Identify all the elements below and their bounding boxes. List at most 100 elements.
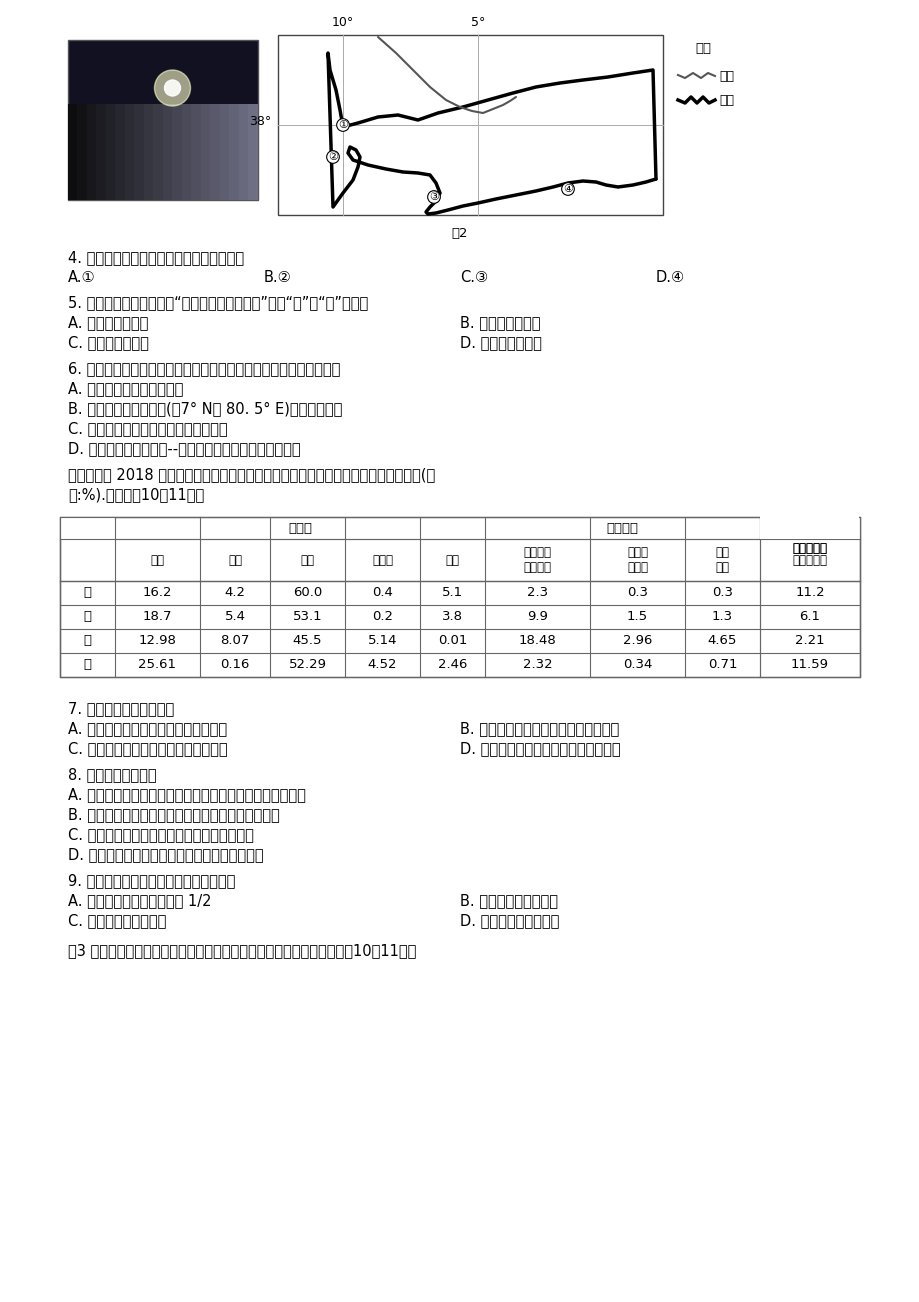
Text: 未利用土地: 未利用土地 xyxy=(791,543,826,556)
Text: A. 黑龙江省、北京市、浙江省、云南省: A. 黑龙江省、北京市、浙江省、云南省 xyxy=(68,721,227,736)
Text: 3.8: 3.8 xyxy=(441,611,462,624)
Bar xyxy=(182,104,191,201)
Text: 7. 四个省市对应正确的是: 7. 四个省市对应正确的是 xyxy=(68,700,174,716)
Bar xyxy=(68,40,257,201)
Text: 河流: 河流 xyxy=(719,69,733,82)
Text: 5.1: 5.1 xyxy=(441,586,462,599)
Bar xyxy=(60,517,859,677)
Text: 居民点及
工矿用地: 居民点及 工矿用地 xyxy=(523,546,550,574)
Circle shape xyxy=(154,70,190,105)
Text: 45.5: 45.5 xyxy=(292,634,322,647)
Text: 1.3: 1.3 xyxy=(711,611,732,624)
Text: 图2: 图2 xyxy=(451,227,468,240)
Text: 2.3: 2.3 xyxy=(527,586,548,599)
Bar xyxy=(106,104,116,201)
Bar xyxy=(229,104,239,201)
Text: 9. 根据表中信息推断，下列叙述正确的是: 9. 根据表中信息推断，下列叙述正确的是 xyxy=(68,874,235,888)
Text: 0.3: 0.3 xyxy=(711,586,732,599)
Text: 1.5: 1.5 xyxy=(626,611,647,624)
Text: 乙: 乙 xyxy=(84,611,91,624)
Text: ①: ① xyxy=(337,120,347,130)
Text: 牧草地: 牧草地 xyxy=(371,553,392,566)
Bar xyxy=(77,104,87,201)
Text: 5°: 5° xyxy=(471,16,484,29)
Text: A. 甲的园地面积大约是丙的 1/2: A. 甲的园地面积大约是丙的 1/2 xyxy=(68,893,211,907)
Text: D. 到新西兰旅游的小林--家正在新西兰南岛观看海上日出: D. 到新西兰旅游的小林--家正在新西兰南岛观看海上日出 xyxy=(68,441,301,456)
Text: 0.2: 0.2 xyxy=(371,611,392,624)
Text: 图例: 图例 xyxy=(694,42,710,55)
Text: A.①: A.① xyxy=(68,270,96,285)
Text: B. 乙未利用土地比重较小是因为地形平坦，平原广阔: B. 乙未利用土地比重较小是因为地形平坦，平原广阔 xyxy=(68,807,279,822)
Text: 甲: 甲 xyxy=(84,586,91,599)
Bar xyxy=(163,104,173,201)
Text: 9.9: 9.9 xyxy=(527,611,548,624)
Bar xyxy=(134,104,144,201)
Text: 4.2: 4.2 xyxy=(224,586,245,599)
Bar xyxy=(144,104,153,201)
Text: 图3 表示我国某地某日测量记录的到达地面的太阳辬射日变化。据此完戕10～11题。: 图3 表示我国某地某日测量记录的到达地面的太阳辬射日变化。据此完戕10～11题。 xyxy=(68,943,416,958)
Bar xyxy=(60,517,115,539)
Text: 8.07: 8.07 xyxy=(220,634,249,647)
Bar xyxy=(87,104,96,201)
Text: B. 非洲大陆印度洋: B. 非洲大陆印度洋 xyxy=(460,315,540,329)
Text: B.②: B.② xyxy=(264,270,291,285)
Text: 25.61: 25.61 xyxy=(139,659,176,672)
Bar xyxy=(96,104,106,201)
Text: 丙: 丙 xyxy=(84,634,91,647)
Text: 丁: 丁 xyxy=(84,659,91,672)
Text: 5.14: 5.14 xyxy=(368,634,397,647)
Text: 8. 下列说法正确的是: 8. 下列说法正确的是 xyxy=(68,767,156,783)
Text: 耕地: 耕地 xyxy=(151,553,165,566)
Text: 位:%).据此完戕10～11题。: 位:%).据此完戕10～11题。 xyxy=(68,487,204,503)
Bar xyxy=(210,104,220,201)
Text: C. 印度的大多数小学生正坐在教室上课: C. 印度的大多数小学生正坐在教室上课 xyxy=(68,421,227,436)
Text: 12.98: 12.98 xyxy=(139,634,176,647)
Text: 0.4: 0.4 xyxy=(371,586,392,599)
Text: 下表是我国 2018 年黑龙江省、北京市、云南省、浙江省四省市的土地利用类型百分比(单: 下表是我国 2018 年黑龙江省、北京市、云南省、浙江省四省市的土地利用类型百分… xyxy=(68,467,435,482)
Text: ③: ③ xyxy=(428,191,438,202)
Text: 60.0: 60.0 xyxy=(292,586,322,599)
Bar xyxy=(760,497,858,539)
Text: D.④: D.④ xyxy=(655,270,685,285)
Text: 11.59: 11.59 xyxy=(790,659,828,672)
Text: 11.2: 11.2 xyxy=(794,586,824,599)
Bar xyxy=(759,517,859,539)
Text: 园地: 园地 xyxy=(228,553,242,566)
Text: 建设用地: 建设用地 xyxy=(606,522,638,535)
Text: 6.1: 6.1 xyxy=(799,611,820,624)
Text: 交通运
输用地: 交通运 输用地 xyxy=(627,546,647,574)
Bar xyxy=(125,104,134,201)
Text: 6. 当罗卡角游客正在目送正西方的海上落日时，下列说法最可信的是: 6. 当罗卡角游客正在目送正西方的海上落日时，下列说法最可信的是 xyxy=(68,361,340,376)
Text: C. 丙交通运输比较发达: C. 丙交通运输比较发达 xyxy=(68,913,166,928)
Text: 农用地: 农用地 xyxy=(288,522,312,535)
Text: 5.4: 5.4 xyxy=(224,611,245,624)
Text: 18.48: 18.48 xyxy=(518,634,556,647)
Text: C. 丙耕地比重最小是因为位于山区，平原狭小: C. 丙耕地比重最小是因为位于山区，平原狭小 xyxy=(68,827,254,842)
Text: B. 乙经济发展水平最低: B. 乙经济发展水平最低 xyxy=(460,893,558,907)
Text: 未利用土地: 未利用土地 xyxy=(791,543,826,556)
Text: B. 云南省、浙江省、北京市、黑龙江省: B. 云南省、浙江省、北京市、黑龙江省 xyxy=(460,721,618,736)
Text: C.③: C.③ xyxy=(460,270,488,285)
Bar xyxy=(248,104,257,201)
Text: B. 斯里兰卡的加勒城堡(剠7° N， 80. 5° E)正値太阳当顶: B. 斯里兰卡的加勒城堡(剠7° N， 80. 5° E)正値太阳当顶 xyxy=(68,401,342,417)
Text: 4.52: 4.52 xyxy=(368,659,397,672)
Text: 4. 根据材料信息可推断出罗卡角位于图中的: 4. 根据材料信息可推断出罗卡角位于图中的 xyxy=(68,250,244,266)
Text: 5. 从地理位置的角度看，“陆止于此，海始于斯”中的“陆”和“海”应该是: 5. 从地理位置的角度看，“陆止于此，海始于斯”中的“陆”和“海”应该是 xyxy=(68,296,368,310)
Text: 4.65: 4.65 xyxy=(707,634,736,647)
Text: D. 亚欧大陆地中海: D. 亚欧大陆地中海 xyxy=(460,335,541,350)
Bar xyxy=(153,104,163,201)
Text: 0.71: 0.71 xyxy=(707,659,736,672)
Text: A. 小明正在北京香山看红叶: A. 小明正在北京香山看红叶 xyxy=(68,381,183,396)
Bar xyxy=(191,104,200,201)
Bar xyxy=(68,104,77,201)
Text: 未利用土地: 未利用土地 xyxy=(791,553,826,566)
Text: 0.01: 0.01 xyxy=(437,634,467,647)
Text: D. 丁耕地比重最大是因为地势平坦，紫色土肥沃: D. 丁耕地比重最大是因为地势平坦，紫色土肥沃 xyxy=(68,848,264,862)
Bar xyxy=(220,104,229,201)
Text: 10°: 10° xyxy=(332,16,354,29)
Circle shape xyxy=(165,79,180,96)
Text: 2.96: 2.96 xyxy=(622,634,652,647)
Text: 林地: 林地 xyxy=(301,553,314,566)
Text: 2.21: 2.21 xyxy=(794,634,824,647)
Text: C. 浙江省、北京市、云南省、黑龙江省: C. 浙江省、北京市、云南省、黑龙江省 xyxy=(68,741,227,756)
